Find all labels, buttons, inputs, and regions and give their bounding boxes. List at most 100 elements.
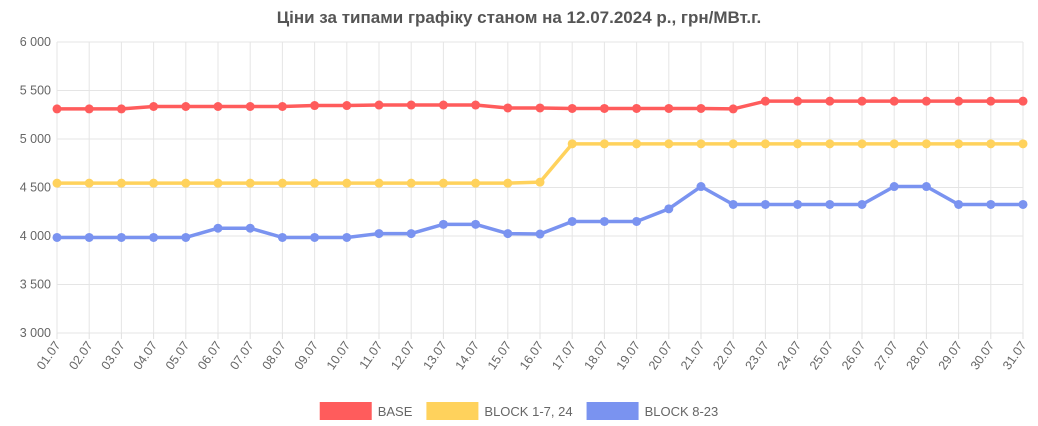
data-point[interactable] <box>954 139 964 149</box>
data-point[interactable] <box>149 178 159 188</box>
data-point[interactable] <box>342 232 352 242</box>
legend-item-base[interactable]: BASE <box>319 402 413 420</box>
data-point[interactable] <box>503 229 513 239</box>
data-point[interactable] <box>921 182 931 192</box>
data-point[interactable] <box>632 139 642 149</box>
data-point[interactable] <box>245 102 255 112</box>
data-point[interactable] <box>471 100 481 110</box>
data-point[interactable] <box>342 178 352 188</box>
data-point[interactable] <box>857 96 867 106</box>
data-point[interactable] <box>857 139 867 149</box>
data-point[interactable] <box>277 232 287 242</box>
data-point[interactable] <box>535 103 545 113</box>
data-point[interactable] <box>825 139 835 149</box>
data-point[interactable] <box>213 223 223 233</box>
data-point[interactable] <box>1018 139 1028 149</box>
data-point[interactable] <box>857 199 867 209</box>
data-point[interactable] <box>825 96 835 106</box>
data-point[interactable] <box>599 139 609 149</box>
legend-item-block-1-7-24[interactable]: BLOCK 1-7, 24 <box>426 402 573 420</box>
data-point[interactable] <box>374 100 384 110</box>
data-point[interactable] <box>889 182 899 192</box>
data-point[interactable] <box>696 103 706 113</box>
data-point[interactable] <box>84 178 94 188</box>
data-point[interactable] <box>793 139 803 149</box>
data-point[interactable] <box>664 204 674 214</box>
data-point[interactable] <box>149 102 159 112</box>
data-point[interactable] <box>277 102 287 112</box>
data-point[interactable] <box>793 96 803 106</box>
data-point[interactable] <box>245 178 255 188</box>
data-point[interactable] <box>760 96 770 106</box>
data-point[interactable] <box>889 96 899 106</box>
data-point[interactable] <box>277 178 287 188</box>
data-point[interactable] <box>181 232 191 242</box>
data-point[interactable] <box>84 104 94 114</box>
data-point[interactable] <box>374 229 384 239</box>
data-point[interactable] <box>52 232 62 242</box>
data-point[interactable] <box>181 102 191 112</box>
data-point[interactable] <box>342 101 352 111</box>
data-point[interactable] <box>921 96 931 106</box>
data-point[interactable] <box>438 219 448 229</box>
y-tick-label: 4 000 <box>20 229 51 243</box>
data-point[interactable] <box>567 216 577 226</box>
data-point[interactable] <box>986 96 996 106</box>
data-point[interactable] <box>471 178 481 188</box>
grid <box>56 41 1024 334</box>
data-point[interactable] <box>599 216 609 226</box>
data-point[interactable] <box>728 139 738 149</box>
data-point[interactable] <box>921 139 931 149</box>
data-point[interactable] <box>471 219 481 229</box>
data-point[interactable] <box>535 229 545 239</box>
data-point[interactable] <box>310 101 320 111</box>
data-point[interactable] <box>986 199 996 209</box>
data-point[interactable] <box>406 100 416 110</box>
data-point[interactable] <box>632 216 642 226</box>
data-point[interactable] <box>535 177 545 187</box>
data-point[interactable] <box>52 178 62 188</box>
data-point[interactable] <box>696 182 706 192</box>
data-point[interactable] <box>406 178 416 188</box>
data-point[interactable] <box>438 100 448 110</box>
data-point[interactable] <box>406 229 416 239</box>
x-tick-label: 10.07 <box>324 339 353 373</box>
legend-item-block-8-23[interactable]: BLOCK 8-23 <box>586 402 719 420</box>
data-point[interactable] <box>1018 199 1028 209</box>
data-point[interactable] <box>567 139 577 149</box>
data-point[interactable] <box>954 199 964 209</box>
data-point[interactable] <box>954 96 964 106</box>
data-point[interactable] <box>213 102 223 112</box>
data-point[interactable] <box>728 199 738 209</box>
data-point[interactable] <box>116 178 126 188</box>
data-point[interactable] <box>374 178 384 188</box>
data-point[interactable] <box>503 178 513 188</box>
data-point[interactable] <box>181 178 191 188</box>
data-point[interactable] <box>149 232 159 242</box>
data-point[interactable] <box>567 103 577 113</box>
data-point[interactable] <box>310 232 320 242</box>
data-point[interactable] <box>116 104 126 114</box>
data-point[interactable] <box>760 199 770 209</box>
data-point[interactable] <box>1018 96 1028 106</box>
data-point[interactable] <box>438 178 448 188</box>
data-point[interactable] <box>986 139 996 149</box>
data-point[interactable] <box>599 103 609 113</box>
data-point[interactable] <box>728 104 738 114</box>
data-point[interactable] <box>632 103 642 113</box>
data-point[interactable] <box>793 199 803 209</box>
data-point[interactable] <box>696 139 706 149</box>
data-point[interactable] <box>889 139 899 149</box>
data-point[interactable] <box>116 232 126 242</box>
data-point[interactable] <box>84 232 94 242</box>
legend[interactable]: BASE BLOCK 1-7, 24 BLOCK 8-23 <box>319 402 719 420</box>
data-point[interactable] <box>664 139 674 149</box>
data-point[interactable] <box>213 178 223 188</box>
data-point[interactable] <box>52 104 62 114</box>
data-point[interactable] <box>760 139 770 149</box>
data-point[interactable] <box>310 178 320 188</box>
data-point[interactable] <box>503 103 513 113</box>
data-point[interactable] <box>664 103 674 113</box>
data-point[interactable] <box>245 223 255 233</box>
data-point[interactable] <box>825 199 835 209</box>
